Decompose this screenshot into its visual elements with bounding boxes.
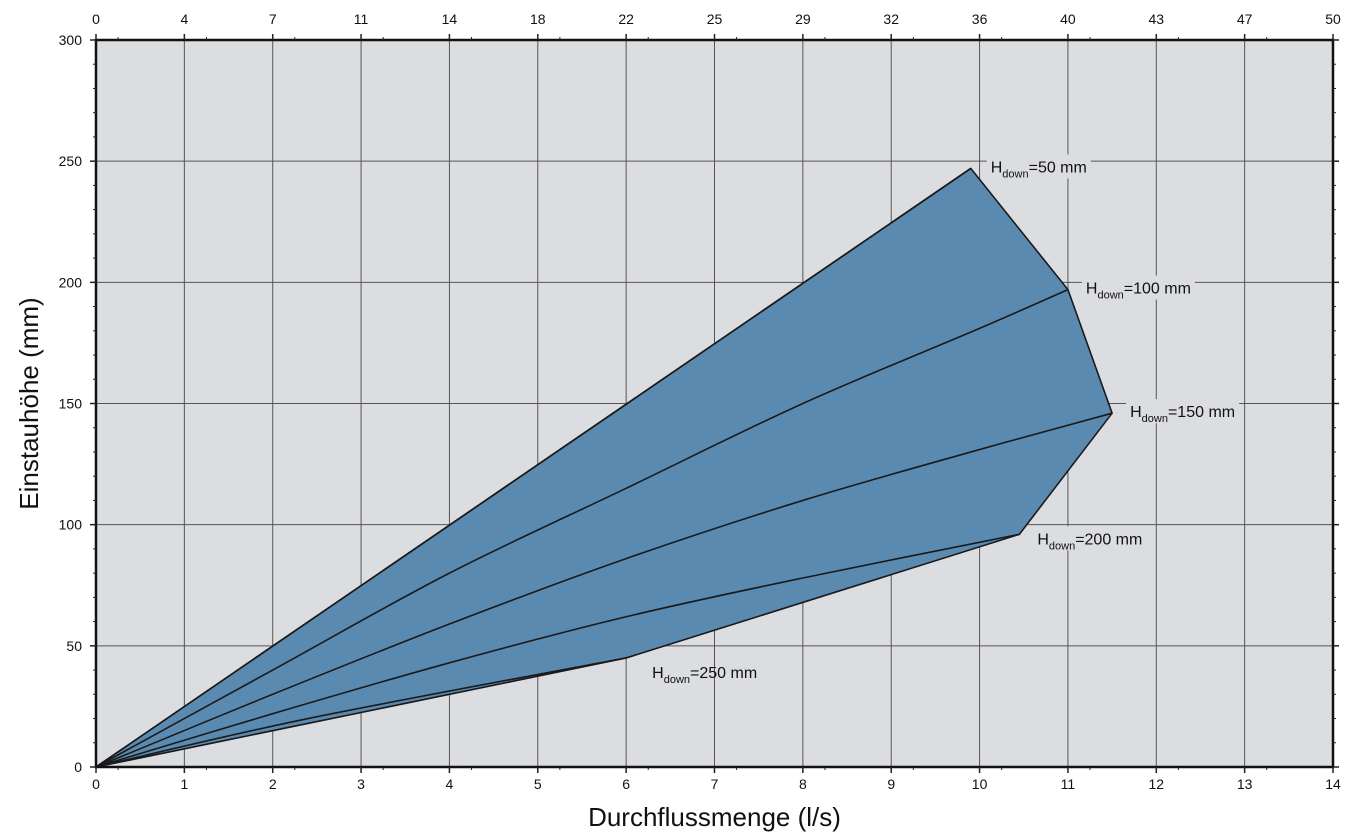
series-lines: [95, 167, 1113, 768]
curve-label-value: =250 mm: [690, 665, 757, 682]
x-tick-label: 2: [269, 776, 277, 792]
x-tick-label: 10: [972, 776, 988, 792]
curve-label-2: Hdown=100 mm: [1081, 275, 1195, 302]
x-top-tick-label: 4: [180, 11, 188, 27]
series-line-4: [95, 533, 1020, 768]
series-line-2: [95, 288, 1069, 768]
x-tick-label: 1: [180, 776, 188, 792]
curve-label-sub: down: [1097, 290, 1123, 302]
series-line-3: [95, 412, 1113, 768]
curve-label-5: Hdown=250 mm: [652, 665, 757, 686]
curve-label-text: Hdown=200 mm: [1037, 531, 1142, 552]
x-tick-label: 7: [711, 776, 719, 792]
x-top-tick-label: 32: [883, 11, 899, 27]
x-tick-label: 4: [446, 776, 454, 792]
curve-label-text: Hdown=150 mm: [1130, 404, 1235, 425]
x-top-tick-label: 25: [707, 11, 723, 27]
curve-label-3: Hdown=150 mm: [1126, 399, 1240, 425]
curve-label-sub: down: [1002, 168, 1028, 180]
x-tick-label: 5: [534, 776, 542, 792]
curve-label-value: =150 mm: [1168, 404, 1235, 421]
curve-label-value: =100 mm: [1124, 281, 1191, 298]
x-tick-label: 11: [1061, 776, 1076, 792]
curve-label-base: H: [1037, 531, 1049, 548]
curve-label-text: Hdown=250 mm: [652, 665, 757, 686]
x-tick-label: 9: [887, 776, 895, 792]
x-top-tick-label: 11: [354, 11, 369, 27]
x-top-tick-label: 40: [1060, 11, 1076, 27]
x-top-tick-label: 43: [1148, 11, 1164, 27]
curve-label-base: H: [1130, 404, 1142, 421]
curve-label-base: H: [1086, 281, 1098, 298]
x-top-tick-label: 29: [795, 11, 811, 27]
curve-label-value: =200 mm: [1075, 531, 1142, 548]
x-tick-label: 8: [799, 776, 807, 792]
curve-label-box: [1126, 399, 1240, 424]
curve-label-value: =50 mm: [1029, 159, 1087, 176]
curve-label-1: Hdown=50 mm: [986, 154, 1091, 180]
y-tick-label: 0: [74, 759, 82, 775]
x-tick-label: 13: [1237, 776, 1253, 792]
series-line-5: [95, 657, 627, 768]
x-tick-label: 14: [1325, 776, 1341, 792]
y-tick-label: 200: [59, 274, 83, 290]
x-top-tick-label: 0: [92, 11, 100, 27]
curve-label-text: Hdown=100 mm: [1086, 281, 1191, 302]
curve-label-base: H: [991, 159, 1003, 176]
x-top-tick-label: 14: [442, 11, 458, 27]
x-tick-label: 12: [1148, 776, 1164, 792]
x-tick-label: 0: [92, 776, 100, 792]
y-tick-label: 300: [59, 32, 83, 48]
x-top-tick-label: 22: [618, 11, 634, 27]
curve-label-box: [1033, 526, 1147, 551]
x-axis-title: Durchflussmenge (l/s): [588, 802, 841, 832]
curve-label-4: Hdown=200 mm: [1033, 526, 1147, 552]
curve-label-sub: down: [664, 674, 690, 686]
x-top-tick-label: 7: [269, 11, 277, 27]
axis-ticks: 0 1 2 3 4 5 6 7 8 9 10 11 12 13 140 4 7 11 14 18 22 25 29 32 36 4…: [59, 11, 1341, 792]
x-top-tick-label: 36: [972, 11, 988, 27]
curve-label-box: [1081, 275, 1195, 300]
curve-label-box: [986, 154, 1091, 179]
y-axis-title: Einstauhöhe (mm): [14, 297, 44, 509]
curve-label-sub: down: [1142, 413, 1168, 425]
y-tick-label: 250: [59, 153, 83, 169]
x-top-tick-label: 50: [1325, 11, 1341, 27]
x-tick-label: 3: [357, 776, 365, 792]
curve-label-base: H: [652, 665, 664, 682]
curve-label-sub: down: [1049, 540, 1075, 552]
curve-label-text: Hdown=50 mm: [991, 159, 1087, 180]
series-line-1: [95, 167, 972, 768]
x-tick-label: 6: [622, 776, 630, 792]
x-top-tick-label: 18: [530, 11, 546, 27]
y-tick-label: 50: [66, 638, 82, 654]
y-tick-label: 150: [59, 396, 83, 412]
y-tick-label: 100: [59, 517, 83, 533]
x-top-tick-label: 47: [1237, 11, 1253, 27]
